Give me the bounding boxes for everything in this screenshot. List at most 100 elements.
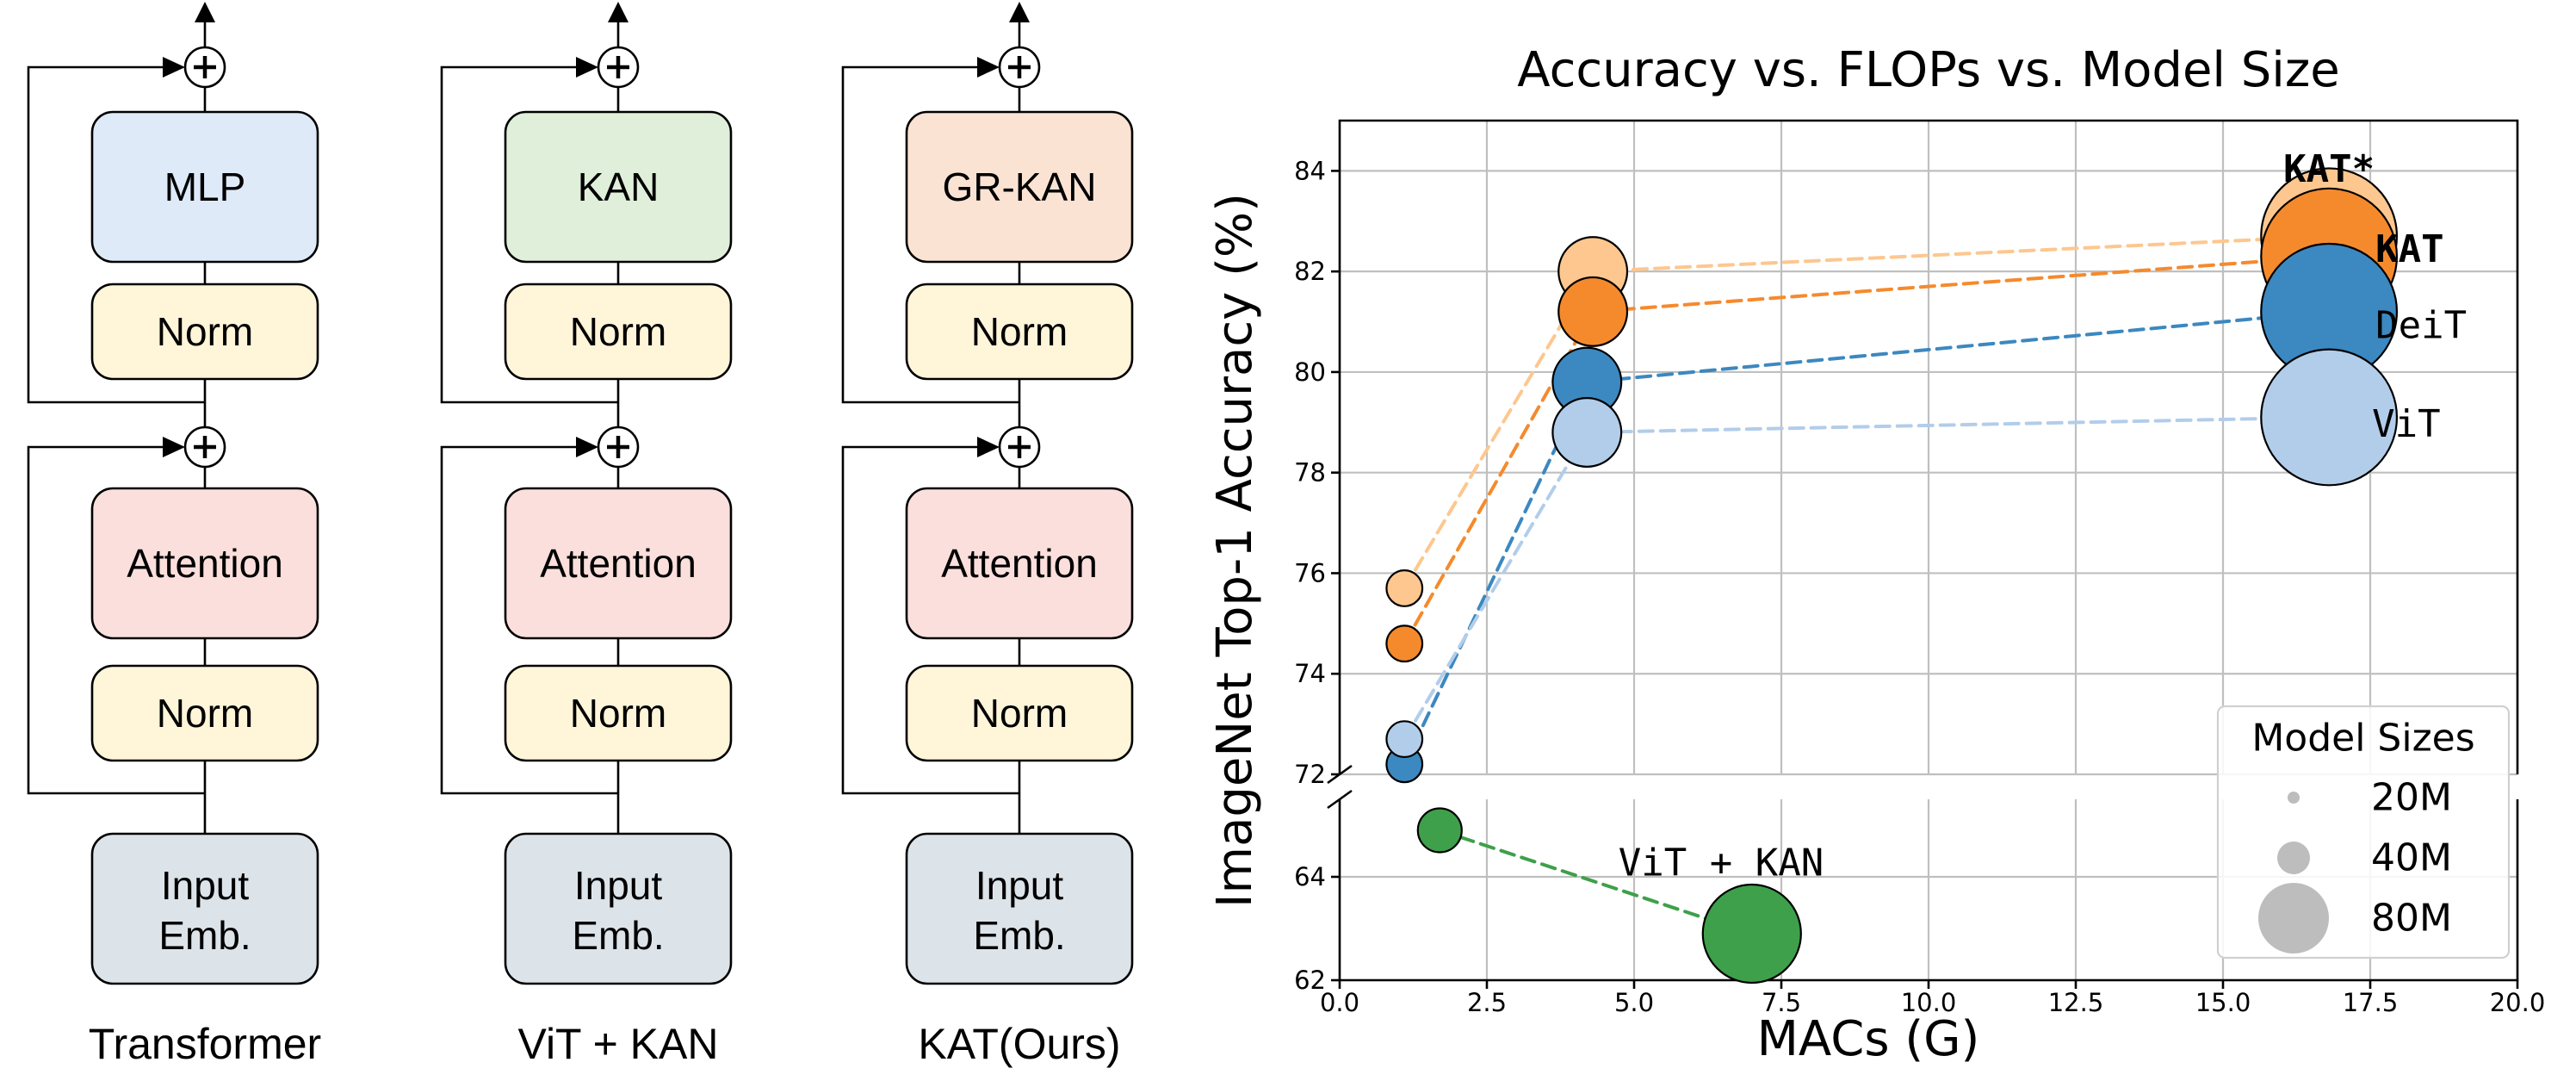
- block-norm-label: Norm: [157, 691, 253, 736]
- block-norm-label: Norm: [157, 309, 253, 354]
- output-arrow-icon: [608, 2, 629, 22]
- x-tick-label: 5.0: [1614, 988, 1654, 1017]
- block-input-label: Emb.: [973, 913, 1065, 958]
- add-icon: [597, 46, 640, 89]
- data-point: [1385, 624, 1424, 663]
- y-tick-label: 72: [1294, 760, 1326, 789]
- y-tick-label: 82: [1294, 257, 1326, 286]
- add-icon: [183, 46, 226, 89]
- add-icon: [183, 425, 226, 469]
- accuracy-chart: 0.0 2.5 5.0 7.5 10.0 12.5 15.0 17.5 20.0 72 74 76 78…: [1207, 42, 2545, 1067]
- legend-title: Model Sizes: [2251, 717, 2474, 761]
- data-point: [1701, 883, 1802, 985]
- add-icon: [998, 46, 1041, 89]
- block-norm: [90, 283, 319, 381]
- add-icon: [998, 425, 1041, 469]
- series-label: KAT*: [2283, 147, 2375, 191]
- size-legend: Model Sizes 20M 40M 80M: [2216, 705, 2511, 960]
- diagram-1: KAN Norm Attention Norm Input Emb. ViT + KAN: [440, 2, 733, 1068]
- y-axis-label: ImageNet Top-1 Accuracy (%): [1207, 193, 1263, 908]
- block-norm-label: Norm: [971, 309, 1068, 354]
- residual-arrow-icon: [977, 57, 1000, 78]
- block-input-label: Input: [161, 863, 250, 908]
- residual-arrow-icon: [163, 57, 185, 78]
- block-top: [905, 110, 1134, 264]
- block-norm-label: Norm: [971, 691, 1068, 736]
- y-tick-label: 76: [1294, 558, 1326, 587]
- block-input-embedding: [905, 832, 1134, 985]
- diagram-caption: ViT + KAN: [518, 1020, 719, 1068]
- y-tick-label: 64: [1294, 862, 1326, 891]
- series-line: [1403, 254, 2331, 646]
- series-label: DeiT: [2375, 303, 2467, 347]
- series-label: ViT + KAN: [1619, 842, 1824, 885]
- residual-arrow-icon: [576, 57, 598, 78]
- data-point: [1385, 720, 1424, 759]
- block-attention: [905, 487, 1134, 640]
- block-norm-label: Norm: [570, 309, 666, 354]
- series-group: [1385, 167, 2399, 985]
- chart-title: Accuracy vs. FLOPs vs. Model Size: [1517, 42, 2339, 98]
- block-attention-label: Attention: [127, 541, 283, 586]
- add-icon: [597, 425, 640, 469]
- block-attention: [90, 487, 319, 640]
- block-input-label: Emb.: [158, 913, 251, 958]
- axis-break-mark: [1327, 789, 1353, 810]
- block-top: [90, 110, 319, 264]
- block-norm-label: Norm: [570, 691, 666, 736]
- x-axis-label: MACs (G): [1757, 1011, 1980, 1067]
- data-point: [2260, 348, 2399, 487]
- output-arrow-icon: [195, 2, 215, 22]
- y-tick-label: 74: [1294, 659, 1326, 688]
- block-attention: [504, 487, 733, 640]
- y-tick-label: 62: [1294, 966, 1326, 995]
- diagram-0: MLP Norm Attention Norm Input Emb. Transformer: [27, 2, 321, 1068]
- series-label: KAT: [2375, 227, 2443, 271]
- block-input-label: Emb.: [572, 913, 664, 958]
- x-tick-label: 2.5: [1467, 988, 1507, 1017]
- data-point: [1551, 397, 1623, 468]
- diagram-caption: Transformer: [89, 1020, 321, 1068]
- legend-label: 40M: [2371, 836, 2452, 880]
- legend-marker: [2288, 792, 2300, 804]
- upper-axes-frame: [1338, 119, 2519, 774]
- diagram-2: GR-KAN Norm Attention Norm Input Emb. KAT(Ours…: [841, 2, 1134, 1068]
- residual-arrow-icon: [576, 437, 598, 457]
- block-top-label: GR-KAN: [943, 165, 1097, 209]
- y-tick-label: 78: [1294, 458, 1326, 488]
- series-vit: [1385, 348, 2399, 759]
- residual-arrow-icon: [977, 437, 1000, 457]
- output-arrow-icon: [1009, 2, 1030, 22]
- architecture-diagrams: MLP Norm Attention Norm Input Emb. Transformer…: [27, 2, 1134, 1068]
- block-norm: [905, 283, 1134, 381]
- block-attention-label: Attention: [540, 541, 697, 586]
- x-tick-label: 20.0: [2490, 988, 2546, 1017]
- block-input-label: Input: [574, 863, 663, 908]
- y-tick-label: 84: [1294, 156, 1326, 185]
- x-tick-label: 7.5: [1762, 988, 1801, 1017]
- block-norm: [90, 664, 319, 762]
- block-input-embedding: [504, 832, 733, 985]
- series-vit-kan: [1416, 807, 1802, 985]
- block-norm: [905, 664, 1134, 762]
- residual-arrow-icon: [163, 437, 185, 457]
- x-tick-label: 15.0: [2195, 988, 2251, 1017]
- legend-label: 20M: [2371, 776, 2452, 820]
- block-norm: [504, 664, 733, 762]
- block-input-embedding: [90, 832, 319, 985]
- data-point: [1557, 276, 1629, 347]
- x-tick-label: 12.5: [2048, 988, 2104, 1017]
- data-point: [1385, 569, 1424, 607]
- block-top: [504, 110, 733, 264]
- x-tick-label: 0.0: [1320, 988, 1359, 1017]
- data-point: [1416, 807, 1463, 854]
- x-tick-label: 10.0: [1901, 988, 1957, 1017]
- series-label: ViT: [2372, 402, 2440, 446]
- block-top-label: KAN: [578, 165, 659, 209]
- x-tick-label: 17.5: [2343, 988, 2399, 1017]
- block-attention-label: Attention: [941, 541, 1098, 586]
- block-top-label: MLP: [164, 165, 246, 209]
- legend-label: 80M: [2371, 897, 2452, 941]
- legend-marker: [2258, 883, 2329, 953]
